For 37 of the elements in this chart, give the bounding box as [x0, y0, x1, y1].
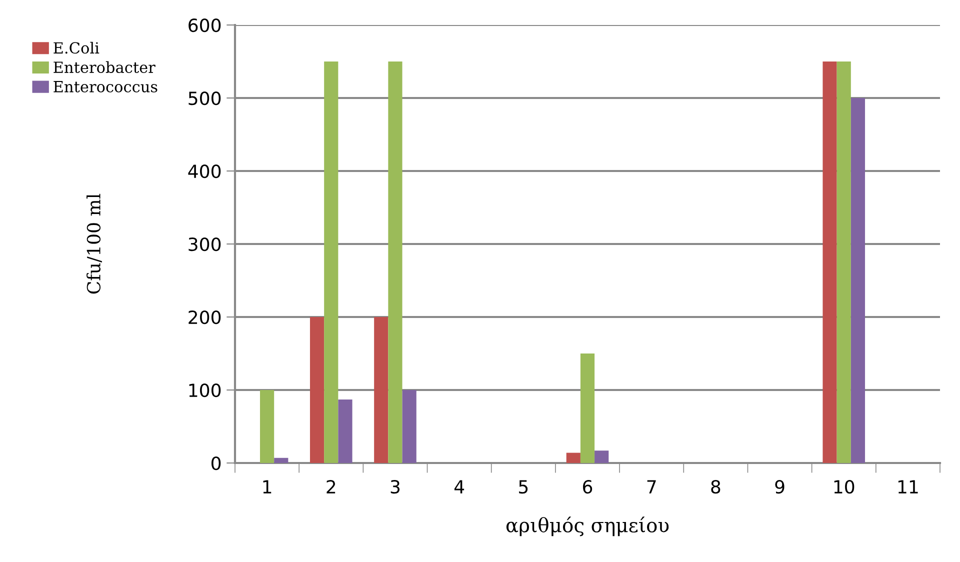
bar: [836, 62, 851, 463]
y-tick-label: 0: [212, 456, 221, 470]
bar: [580, 354, 595, 463]
bar: [260, 390, 274, 463]
bar: [374, 317, 388, 463]
y-axis-title: Cfu/100 ml: [86, 194, 102, 294]
bar: [274, 458, 288, 463]
y-tick-label: 200: [188, 310, 221, 324]
x-tick-label: 11: [898, 480, 918, 494]
y-tick-label: 400: [188, 164, 221, 178]
bar: [566, 452, 580, 463]
y-tick-label: 500: [188, 91, 221, 106]
x-tick-label: 4: [454, 480, 464, 494]
bar: [822, 62, 837, 463]
legend-label: Enterobacter: [54, 61, 156, 74]
x-tick-label: 9: [775, 480, 784, 494]
legend-label: E.Coli: [54, 42, 100, 54]
x-tick-label: 2: [326, 480, 336, 494]
bar: [338, 399, 352, 463]
x-tick-label: 10: [834, 480, 854, 494]
x-axis-title: αριθμός σημείου: [506, 516, 669, 536]
bar: [388, 62, 402, 463]
y-tick-label: 100: [189, 383, 221, 398]
x-tick-label: 3: [390, 480, 400, 494]
x-tick-label: 1: [263, 480, 272, 494]
x-tick-label: 6: [583, 480, 592, 494]
bar: [324, 62, 338, 463]
x-tick-label: 8: [711, 480, 720, 494]
bar: [310, 317, 324, 463]
x-tick-label: 5: [519, 480, 528, 494]
bar: [594, 450, 609, 463]
bar: [402, 390, 416, 463]
bar: [850, 98, 866, 463]
y-tick-label: 300: [188, 237, 221, 252]
legend-label: Enterococcus: [54, 81, 158, 92]
y-tick-label: 600: [188, 18, 221, 32]
x-tick-label: 7: [647, 480, 656, 494]
